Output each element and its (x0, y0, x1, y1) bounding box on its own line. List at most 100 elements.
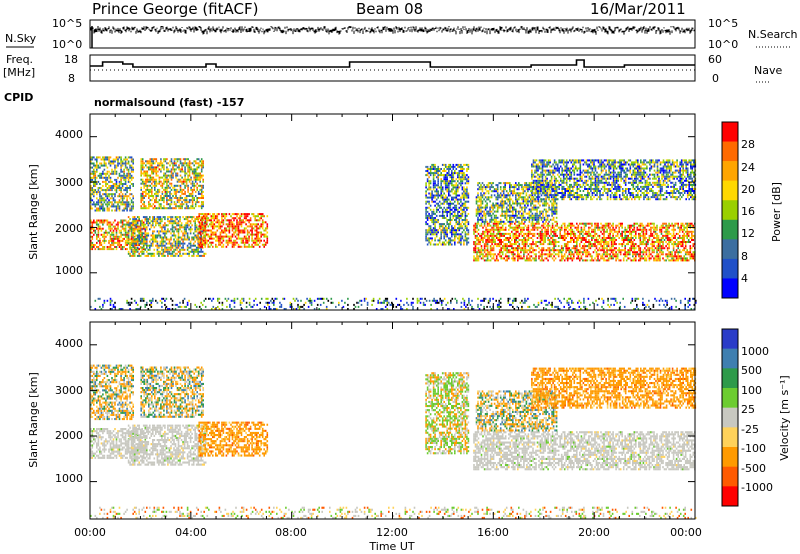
velocity-data (90, 365, 697, 519)
velocity-cb-tick-neg25: -25 (741, 423, 759, 436)
power-region-6 (473, 223, 695, 262)
velocity-cb-tick-1000: 1000 (741, 345, 769, 358)
vel-region-8 (531, 368, 696, 409)
velocity-colorbar-blocks (722, 329, 738, 506)
nsky-line (90, 26, 694, 35)
station-title: Prince George (fitACF) (92, 0, 258, 18)
power-cb-tick-8: 8 (741, 250, 748, 263)
date-label: 16/Mar/2011 (590, 0, 686, 18)
velocity-cb-tick-neg1000: -1000 (741, 481, 773, 494)
vel-cb-block-1 (722, 349, 738, 369)
power-ytick-1000: 1000 (55, 264, 83, 277)
nsearch-tick-bottom: 10^0 (708, 38, 738, 51)
power-axes (90, 114, 695, 310)
velocity-ytick-4000: 4000 (55, 337, 83, 350)
nsearch-label: N.Search (748, 28, 798, 41)
vel-cb-block-2 (722, 368, 738, 388)
power-data (90, 156, 697, 310)
power-cb-block-3 (722, 181, 738, 201)
power-colorbar: 28 24 20 16 12 8 4 Power [dB] (722, 122, 783, 298)
xtick-1200: 12:00 (376, 526, 408, 539)
nsky-tick-top: 10^5 (52, 17, 82, 30)
xlabel: Time UT (368, 540, 414, 553)
freq-label: Freq. (6, 53, 33, 66)
velocity-cb-tick-neg500: -500 (741, 462, 766, 475)
xtick-2400: 00:00 (670, 526, 702, 539)
power-cb-label: Power [dB] (770, 182, 783, 242)
xtick-0000: 00:00 (74, 526, 106, 539)
freq-trace (90, 60, 695, 67)
vel-region-9 (90, 507, 697, 519)
power-cb-block-5 (722, 220, 738, 240)
vel-region-6 (473, 431, 695, 470)
cpid-value: normalsound (fast) -157 (94, 96, 244, 109)
beam-label: Beam 08 (356, 0, 423, 18)
velocity-cb-tick-100: 100 (741, 384, 762, 397)
xtick-1600: 16:00 (477, 526, 509, 539)
xtick-0400: 04:00 (175, 526, 207, 539)
nave-tick-top: 60 (708, 53, 722, 66)
vel-region-0 (90, 365, 134, 421)
power-cb-block-4 (722, 200, 738, 220)
power-cb-block-8 (722, 278, 738, 298)
power-region-9 (90, 298, 697, 310)
velocity-axes (90, 322, 695, 519)
nave-tick-bottom: 0 (712, 72, 719, 85)
velocity-ytick-2000: 2000 (55, 429, 83, 442)
velocity-colorbar: 1000 500 100 25 -25 -100 -500 -1000 Velo… (722, 329, 791, 506)
nsky-trace (90, 26, 694, 48)
velocity-cb-label: Velocity [m s⁻¹] (778, 375, 791, 460)
velocity-cb-tick-25: 25 (741, 403, 755, 416)
velocity-ytick-1000: 1000 (55, 472, 83, 485)
power-region-4 (198, 213, 268, 248)
power-region-2 (128, 216, 207, 257)
vel-region-2 (128, 425, 207, 466)
power-colorbar-blocks (722, 122, 738, 298)
power-ytick-2000: 2000 (55, 222, 83, 235)
vel-cb-block-7 (722, 467, 738, 487)
velocity-ytick-3000: 3000 (55, 384, 83, 397)
freq-tick-top: 18 (64, 53, 78, 66)
power-cb-tick-24: 24 (741, 161, 755, 174)
nsearch-tick-top: 10^5 (708, 17, 738, 30)
velocity-cb-tick-500: 500 (741, 364, 762, 377)
vel-region-5 (425, 372, 469, 454)
power-panel: Slant Range [km] 4000 3000 2000 1000 (27, 114, 697, 310)
power-ylabel: Slant Range [km] (27, 164, 40, 260)
vel-region-3 (140, 367, 204, 418)
vel-cb-block-0 (722, 329, 738, 349)
power-region-3 (140, 158, 204, 209)
power-cb-block-7 (722, 259, 738, 279)
velocity-cb-tick-neg100: -100 (741, 442, 766, 455)
power-cb-block-1 (722, 142, 738, 162)
velocity-panel: Slant Range [km] 4000 3000 2000 1000 (27, 322, 697, 519)
vel-cb-block-8 (722, 486, 738, 506)
power-cb-tick-28: 28 (741, 138, 755, 151)
vel-cb-block-3 (722, 388, 738, 408)
nsky-tick-bottom: 10^0 (52, 38, 82, 51)
power-cb-block-6 (722, 239, 738, 259)
nave-label: Nave (754, 64, 782, 77)
velocity-ylabel: Slant Range [km] (27, 372, 40, 468)
power-cb-tick-12: 12 (741, 227, 755, 240)
power-region-0 (90, 156, 134, 211)
freq-tick-bottom: 8 (68, 72, 75, 85)
power-cb-block-2 (722, 161, 738, 181)
vel-region-4 (198, 422, 268, 457)
xtick-0800: 08:00 (275, 526, 307, 539)
vel-cb-block-4 (722, 408, 738, 428)
vel-cb-block-6 (722, 447, 738, 467)
vel-cb-block-5 (722, 427, 738, 447)
power-ytick-4000: 4000 (55, 128, 83, 141)
power-cb-tick-20: 20 (741, 183, 755, 196)
power-ytick-3000: 3000 (55, 176, 83, 189)
power-cb-tick-4: 4 (741, 272, 748, 285)
freq-strip: Freq. [MHz] 18 8 60 0 Nave (3, 53, 782, 85)
cpid-label: CPID (4, 91, 33, 104)
power-cb-tick-16: 16 (741, 205, 755, 218)
nsky-label: N.Sky (5, 32, 37, 45)
power-region-5 (425, 164, 469, 246)
power-cb-block-0 (722, 122, 738, 142)
freq-unit: [MHz] (3, 66, 35, 79)
